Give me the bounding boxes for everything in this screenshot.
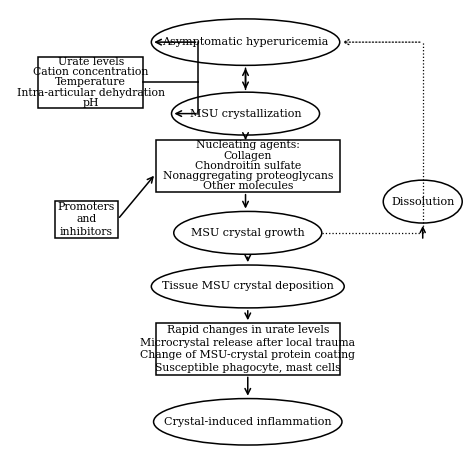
Text: Chondroitin sulfate: Chondroitin sulfate — [195, 161, 301, 171]
Text: Rapid changes in urate levels: Rapid changes in urate levels — [166, 325, 329, 335]
Text: Urate levels: Urate levels — [58, 57, 124, 67]
Text: MSU crystal growth: MSU crystal growth — [191, 228, 305, 238]
Text: Microcrystal release after local trauma: Microcrystal release after local trauma — [140, 338, 356, 348]
Text: Cation concentration: Cation concentration — [33, 67, 148, 77]
Text: Promoters: Promoters — [58, 202, 115, 212]
Text: Nonaggregating proteoglycans: Nonaggregating proteoglycans — [163, 171, 333, 181]
Text: Crystal-induced inflammation: Crystal-induced inflammation — [164, 417, 332, 427]
Text: Other molecules: Other molecules — [202, 182, 293, 192]
Text: Tissue MSU crystal deposition: Tissue MSU crystal deposition — [162, 282, 334, 292]
Text: and: and — [76, 214, 96, 224]
Text: Temperature: Temperature — [55, 77, 126, 87]
Text: Asymptomatic hyperuricemia: Asymptomatic hyperuricemia — [162, 37, 328, 47]
Text: MSU crystallization: MSU crystallization — [190, 109, 301, 119]
Text: Change of MSU-crystal protein coating: Change of MSU-crystal protein coating — [140, 350, 356, 360]
Text: Susceptible phagocyte, mast cells: Susceptible phagocyte, mast cells — [155, 363, 341, 373]
Text: pH: pH — [82, 98, 99, 108]
Text: inhibitors: inhibitors — [60, 227, 113, 237]
Text: Intra-articular dehydration: Intra-articular dehydration — [17, 88, 165, 98]
Text: Nucleating agents:: Nucleating agents: — [196, 140, 300, 150]
Text: Collagen: Collagen — [224, 151, 272, 161]
Text: Dissolution: Dissolution — [391, 197, 455, 207]
